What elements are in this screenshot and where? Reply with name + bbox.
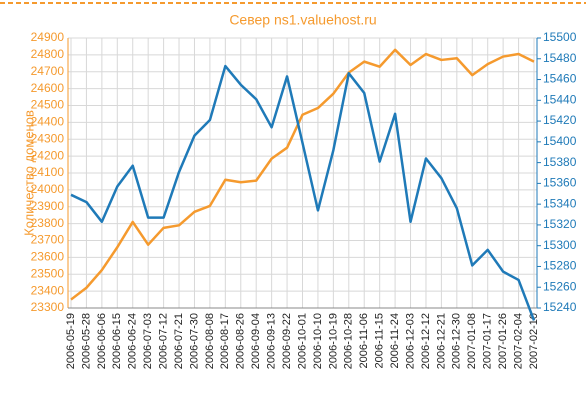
x-tick-label: 2006-07-30 [188, 313, 200, 369]
x-tick-label: 2006-07-12 [158, 313, 170, 369]
y2-tick-label: 15320 [543, 217, 577, 231]
x-tick-label: 2006-08-08 [204, 313, 216, 369]
x-tick-label: 2006-05-28 [80, 313, 92, 369]
x-tick-label: 2006-06-06 [96, 313, 108, 369]
y2-tick-label: 15340 [543, 196, 577, 210]
y-tick-label: 23900 [31, 199, 65, 213]
x-tick-label: 2006-12-03 [404, 313, 416, 369]
x-tick-label: 2006-07-21 [173, 313, 185, 369]
y-tick-label: 23600 [31, 250, 65, 264]
y-tick-label: 23300 [31, 300, 65, 314]
x-tick-label: 2007-01-08 [466, 313, 478, 369]
y2-tick-label: 15440 [543, 92, 577, 106]
y-tick-label: 24700 [31, 64, 65, 78]
y2-tick-label: 15400 [543, 134, 577, 148]
y-tick-label: 23500 [31, 266, 65, 280]
x-tick-label: 2006-11-24 [389, 313, 401, 368]
x-tick-label: 2006-12-30 [451, 313, 463, 369]
x-tick-label: 2006-08-26 [235, 313, 247, 369]
y2-tick-label: 15240 [543, 300, 577, 314]
x-tick-label: 2006-10-19 [327, 313, 339, 369]
y2-tick-label: 15420 [543, 113, 577, 127]
y-tick-label: 23800 [31, 216, 65, 230]
y-axis-title: Количество доменов [21, 110, 36, 236]
x-tick-label: 2006-06-24 [127, 313, 139, 369]
y-tick-label: 24400 [31, 115, 65, 129]
y2-tick-label: 15460 [543, 72, 577, 86]
x-tick-label: 2006-10-10 [312, 313, 324, 369]
y2-tick-label: 15380 [543, 155, 577, 169]
y-tick-label: 24800 [31, 47, 65, 61]
y-tick-label: 24600 [31, 81, 65, 95]
y-tick-label: 24500 [31, 98, 65, 112]
y-tick-label: 23400 [31, 283, 65, 297]
x-tick-label: 2006-11-15 [374, 313, 386, 368]
y-tick-label: 23700 [31, 233, 65, 247]
x-tick-label: 2007-01-26 [497, 313, 509, 369]
y-tick-label: 24300 [31, 131, 65, 145]
x-tick-label: 2006-06-15 [111, 313, 123, 369]
y-tick-label: 24200 [31, 148, 65, 162]
y-tick-label: 24000 [31, 182, 65, 196]
y2-tick-label: 15500 [543, 30, 577, 44]
y-tick-label: 24900 [31, 30, 65, 44]
x-tick-label: 2006-11-06 [358, 313, 370, 368]
y2-tick-label: 15480 [543, 51, 577, 65]
x-tick-label: 2006-09-04 [250, 313, 262, 369]
x-tick-label: 2007-01-17 [482, 313, 494, 369]
x-tick-label: 2006-09-13 [266, 313, 278, 369]
chart-title: Север ns1.valuehost.ru [229, 12, 376, 28]
x-tick-label: 2006-10-28 [343, 313, 355, 369]
x-tick-label: 2006-12-21 [435, 313, 447, 369]
y2-tick-label: 15300 [543, 238, 577, 252]
y-tick-label: 24100 [31, 165, 65, 179]
y2-tick-label: 15360 [543, 176, 577, 190]
x-tick-label: 2006-08-17 [219, 313, 231, 369]
y2-tick-label: 15260 [543, 279, 577, 293]
x-tick-label: 2006-09-22 [281, 313, 293, 369]
x-tick-label: 2006-10-01 [296, 313, 308, 369]
x-tick-label: 2007-02-04 [512, 313, 524, 369]
x-tick-label: 2006-07-03 [142, 313, 154, 369]
line-series [70, 48, 535, 301]
x-tick-label: 2006-05-19 [65, 313, 77, 369]
x-tick-label: 2007-02-10 [528, 313, 540, 369]
x-tick-label: 2006-12-12 [420, 313, 432, 369]
line-series [70, 64, 536, 321]
y2-tick-label: 15280 [543, 259, 577, 273]
